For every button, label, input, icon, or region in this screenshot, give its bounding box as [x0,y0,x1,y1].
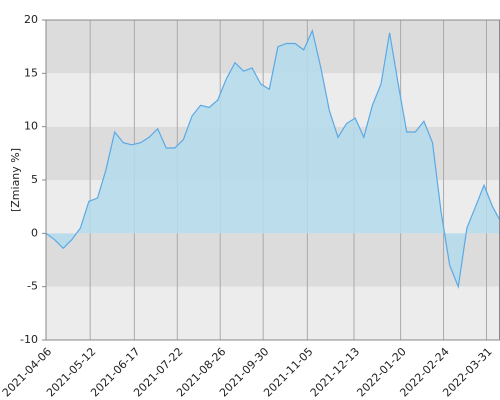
y-tick-label: -10 [20,333,38,346]
line [45,28,500,289]
y-tick-label: 20 [24,13,38,26]
y-tick-label: -5 [27,280,38,293]
area [46,30,500,287]
y-tick-label: 10 [24,120,38,133]
grid-band [46,233,500,287]
y-tick-label: 0 [31,226,38,239]
y-tick-label: 15 [24,66,38,79]
grid-band [46,286,500,340]
y-axis-label: [Zmiany %] [9,148,22,212]
x-tick-label: 2021-12-13 [308,345,362,399]
grid-band [46,20,500,74]
y-tick-label: 5 [31,173,38,186]
